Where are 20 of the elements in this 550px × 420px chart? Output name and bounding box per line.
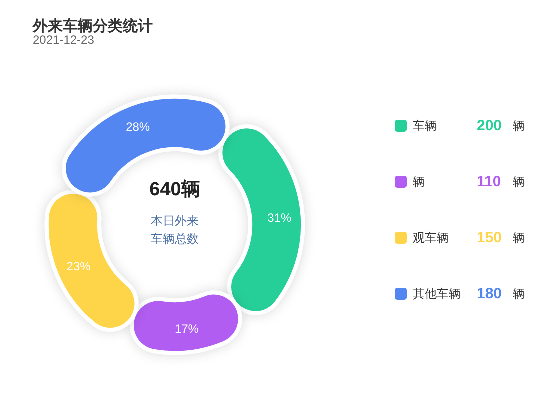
legend-label: 观车辆	[413, 231, 449, 245]
text: 150	[477, 230, 502, 246]
text: 辆	[513, 287, 525, 301]
data-label: 23%	[66, 260, 92, 274]
legend-label: 辆	[413, 175, 425, 189]
text: 辆	[513, 175, 525, 189]
data-label: 31%	[268, 211, 292, 226]
text: 本日外来车辆总数	[151, 214, 199, 246]
data-label: 17%	[174, 322, 200, 336]
text: 200	[477, 118, 502, 134]
text: 110	[477, 174, 502, 190]
legend-label: 其他车辆	[413, 287, 461, 301]
chart-title: 外来车辆分类统计	[32, 17, 153, 35]
chart-subtitle: 2021-12-23	[33, 33, 95, 47]
text: 辆	[513, 231, 525, 245]
text: 辆	[513, 119, 525, 133]
text: 640辆	[150, 180, 200, 200]
text: 180	[477, 286, 502, 302]
data-label: 28%	[126, 120, 150, 134]
legend-label: 车辆	[413, 119, 437, 133]
